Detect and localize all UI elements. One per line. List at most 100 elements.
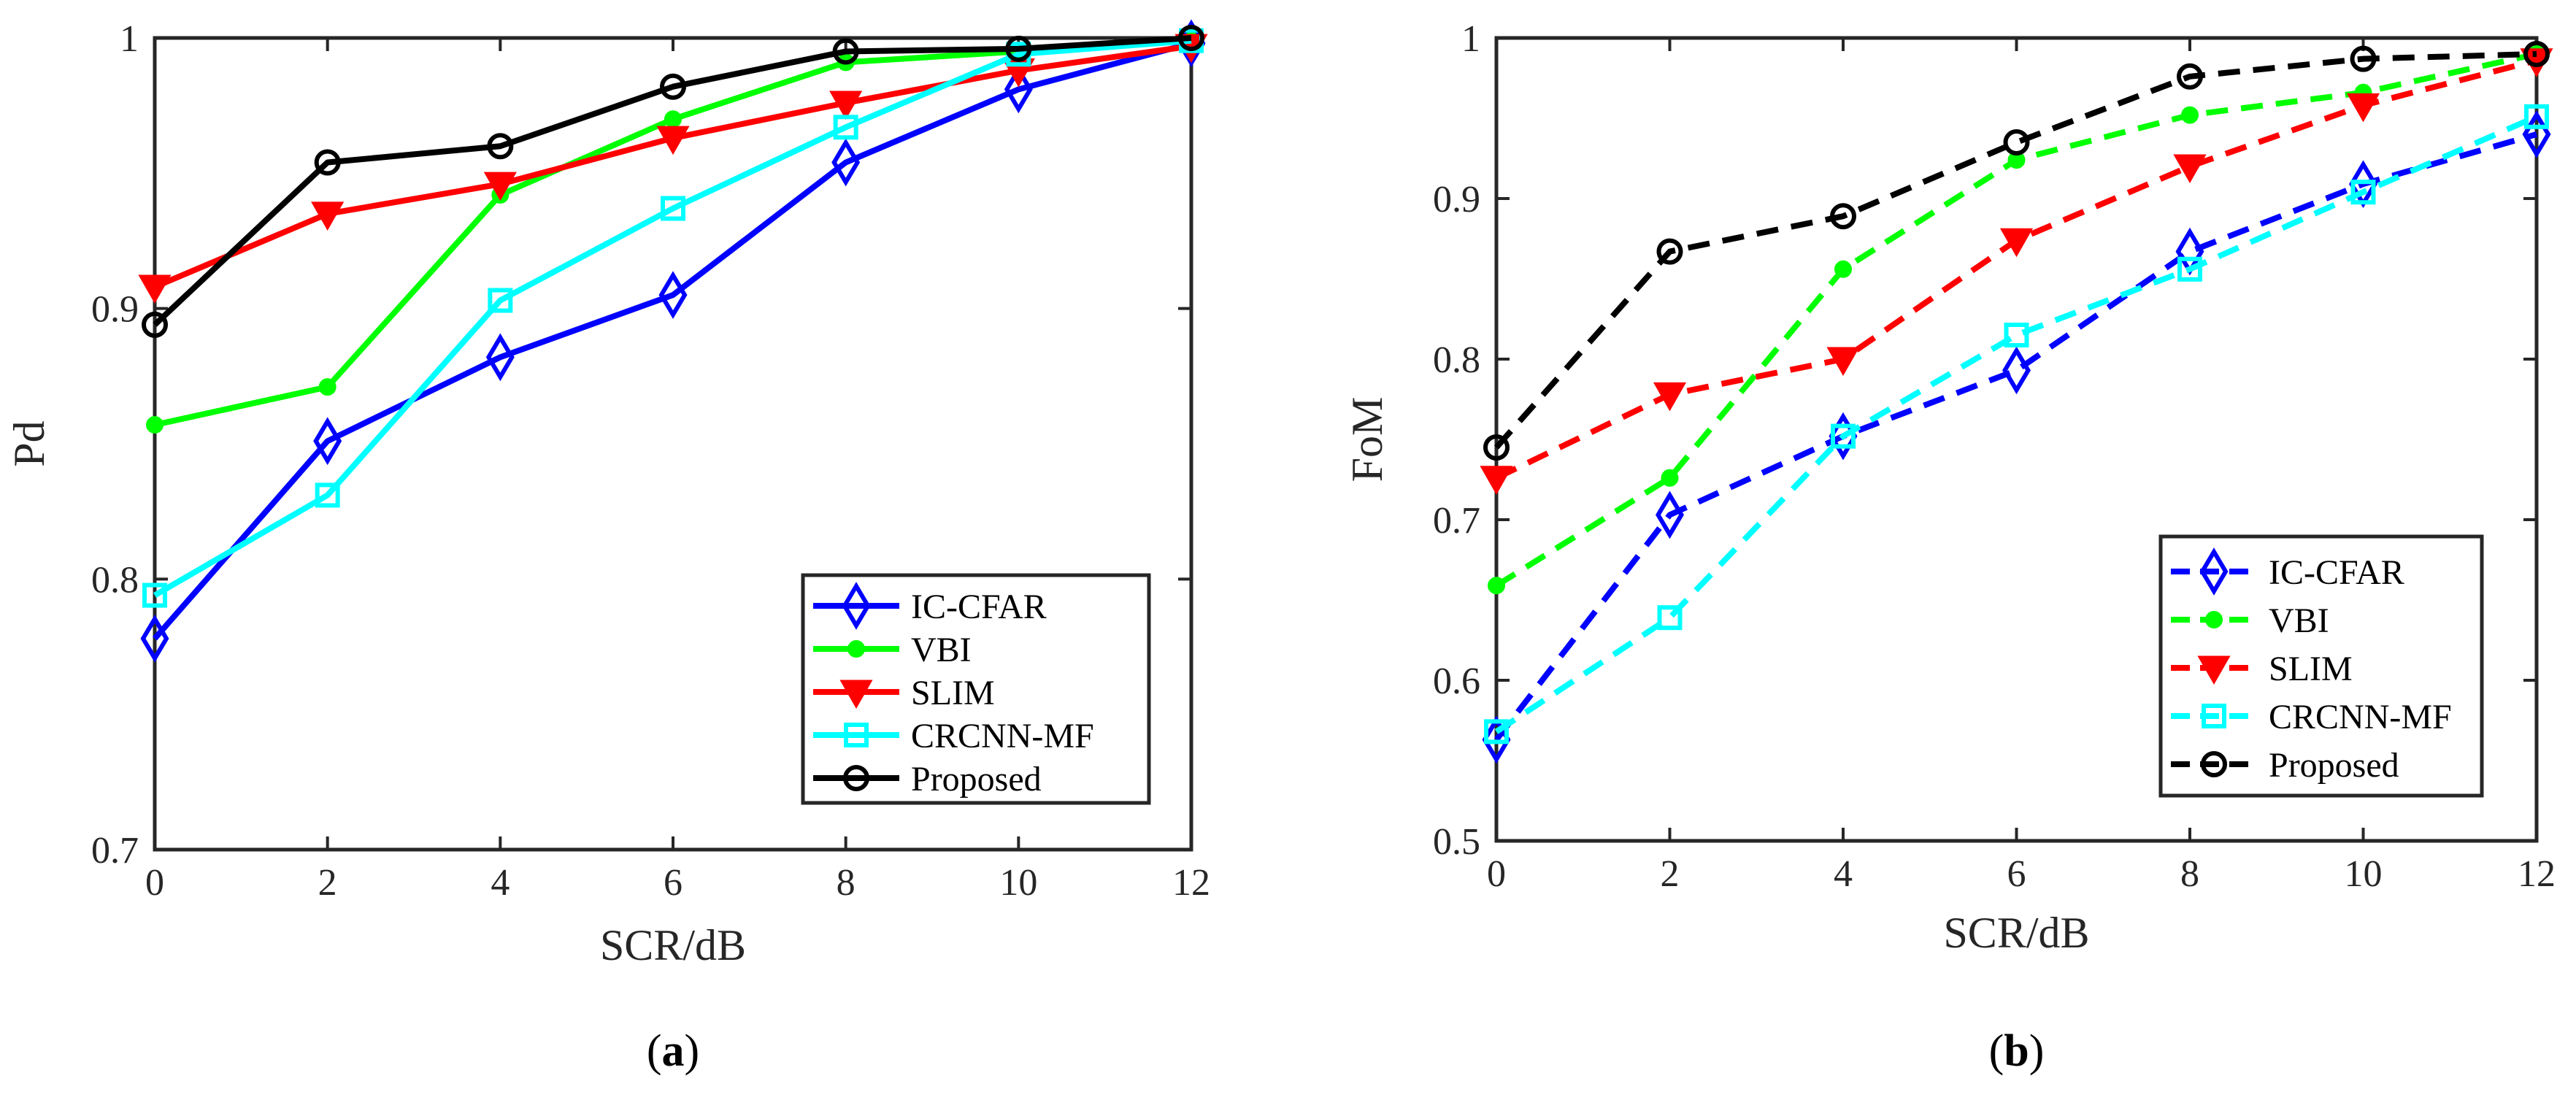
chart-a-series-crcnn-mf-point	[142, 582, 167, 608]
chart-a-series-vbi-point	[146, 416, 164, 434]
chart-a-y-tick-label: 1	[120, 18, 139, 60]
chart-a-series-ic-cfar-line	[152, 40, 1193, 641]
chart-b-series-vbi-point	[2181, 106, 2199, 124]
chart-a-legend-entry-crcnn-mf-label: CRCNN-MF	[911, 717, 1094, 755]
chart-a-legend-entry-vbi: VBI	[813, 631, 972, 669]
chart-b-x-tick-label: 6	[2007, 853, 2026, 895]
chart-b-y-tick-label: 0.6	[1433, 661, 1480, 702]
chart-b-y-tick-label: 0.7	[1433, 500, 1480, 542]
chart-a-series-proposed-point	[487, 133, 514, 160]
chart-a-legend-entry-vbi-swatch-marker	[847, 640, 865, 658]
chart-a-series-proposed-point	[1005, 35, 1032, 62]
chart-b-series-proposed-point	[1656, 238, 1683, 265]
chart-b-legend: IC-CFAR VBI SLIM CRCNN-MF Proposed	[2158, 534, 2484, 798]
chart-a-series-slim-point	[311, 201, 345, 231]
chart-b-series-crcnn-mf-point	[1484, 719, 1509, 745]
chart-b-series-proposed-point	[1483, 434, 1510, 461]
chart-a-x-tick-label: 10	[999, 862, 1037, 904]
chart-a-series-crcnn-mf-point	[661, 196, 685, 221]
chart-a-x-tick-label: 12	[1172, 862, 1210, 904]
chart-b-legend-entry-vbi: VBI	[2171, 601, 2329, 640]
chart-b-x-axis-label: SCR/dB	[1943, 909, 2089, 957]
chart-b-series-crcnn-mf	[1484, 104, 2549, 745]
chart-a-series-crcnn-mf-point	[488, 288, 513, 313]
chart-a-legend-entry-proposed-swatch-marker	[843, 765, 869, 791]
chart-b-series-slim-point	[1999, 228, 2034, 258]
chart-b-series-crcnn-mf-point	[2177, 256, 2202, 282]
chart-b-series-crcnn-mf-point	[1657, 605, 1683, 631]
chart-a-x-tick-label: 6	[664, 862, 683, 904]
chart-a-series-proposed	[142, 25, 1204, 338]
chart-b-series-crcnn-mf-line	[1494, 114, 2538, 734]
chart-b-legend-entry-proposed: Proposed	[2171, 746, 2399, 785]
chart-a-series-slim-point	[656, 126, 690, 155]
chart-b-x-tick-label: 12	[2518, 853, 2556, 895]
chart-b-series-slim-point	[1826, 347, 1860, 377]
chart-b-series-slim-point	[2173, 154, 2207, 184]
chart-b: 0 2 4 6 8 10 12 0.5 0.6 0.7 0.8 0.9 1 SCR/dB FoM IC-CFA…	[1343, 18, 2556, 1076]
chart-a-x-axis-label: SCR/dB	[600, 921, 746, 969]
chart-b-x-tick-label: 10	[2345, 853, 2383, 895]
chart-b-x-tick-label: 0	[1487, 853, 1506, 895]
chart-b-legend-entry-proposed-label: Proposed	[2269, 746, 2399, 785]
chart-a-legend-entry-ic-cfar-label: IC-CFAR	[911, 588, 1047, 626]
chart-b-legend-entry-slim-label: SLIM	[2269, 650, 2353, 688]
chart-b-series-ic-cfar-point	[1482, 715, 1511, 764]
chart-b-series-crcnn-mf-point	[2524, 104, 2549, 129]
chart-b-legend-entry-vbi-label: VBI	[2269, 601, 2329, 640]
chart-a-series-proposed-point	[832, 38, 859, 65]
chart-a-legend-entry-crcnn-mf-swatch-marker	[844, 723, 869, 747]
chart-b-series-vbi-point	[1834, 260, 1852, 278]
chart-a-legend-entry-proposed-label: Proposed	[911, 760, 1042, 799]
chart-b-x-tick-label: 8	[2180, 853, 2199, 895]
chart-a-legend: IC-CFAR VBI SLIM CRCNN-MF Proposed	[801, 573, 1151, 805]
chart-a-series-slim-point	[483, 172, 517, 201]
chart-b-y-tick-label: 0.8	[1433, 339, 1480, 381]
chart-a-y-tick-label: 0.7	[91, 830, 139, 872]
chart-a-series-slim-point	[829, 91, 863, 120]
chart-b-series-proposed-point	[2523, 41, 2550, 67]
chart-b-legend-entry-crcnn-mf-label: CRCNN-MF	[2269, 698, 2452, 736]
chart-a-series-ic-cfar-point	[313, 417, 342, 466]
chart-a-series-crcnn-mf-point	[315, 482, 340, 508]
chart-b-y-tick-label: 0.5	[1433, 821, 1480, 863]
chart-b-y-axis-label: FoM	[1343, 397, 1391, 482]
chart-a-y-tick-label: 0.9	[91, 289, 139, 331]
chart-a-y-axis-label: Pd	[5, 420, 53, 466]
chart-a: 0 2 4 6 8 10 12 0.7 0.8 0.9 1 SCR/dB Pd IC-CFAR VBI SLI…	[5, 18, 1210, 1076]
chart-b-series-proposed-point	[1830, 203, 1856, 230]
chart-a-legend-entry-vbi-label: VBI	[911, 631, 972, 669]
chart-a-series-proposed-point	[142, 311, 168, 338]
chart-a-series-ic-cfar-point	[831, 138, 861, 187]
chart-a-legend-entry-slim: SLIM	[813, 674, 995, 712]
chart-b-series-ic-cfar-point	[2002, 346, 2031, 395]
chart-b-series-crcnn-mf-point	[2004, 323, 2029, 347]
chart-a-series-proposed-point	[1178, 25, 1204, 51]
chart-b-x-tick-label: 2	[1661, 853, 1680, 895]
chart-a-x-tick-label: 0	[145, 862, 164, 904]
chart-b-legend-entry-ic-cfar-swatch-marker	[2199, 547, 2229, 596]
chart-b-series-proposed-point	[2177, 63, 2203, 90]
chart-b-series-ic-cfar-point	[1656, 490, 1684, 539]
chart-a-series-slim-point	[138, 274, 172, 304]
chart-b-series-proposed-point	[2003, 129, 2030, 155]
chart-b-series-crcnn-mf-point	[2350, 180, 2376, 205]
chart-a-series-ic-cfar-point	[140, 614, 169, 663]
chart-a-panel-label: (a)	[647, 1026, 699, 1076]
chart-a-series-crcnn-mf-line	[153, 37, 1192, 599]
chart-a-legend-entry-proposed: Proposed	[813, 760, 1042, 799]
chart-a-series-proposed-line	[153, 35, 1192, 327]
chart-a-x-tick-label: 8	[837, 862, 856, 904]
chart-a-x-tick-label: 4	[491, 862, 510, 904]
chart-a-series-proposed-point	[314, 149, 341, 176]
chart-b-series-slim-point	[1653, 382, 1687, 412]
chart-b-series-slim-point	[1480, 466, 1513, 495]
chart-a-series-crcnn-mf-point	[833, 115, 858, 140]
chart-a-series-ic-cfar-point	[658, 271, 688, 320]
chart-b-y-tick-label: 0.9	[1433, 179, 1480, 220]
chart-a-legend-entry-slim-swatch-marker	[839, 680, 873, 709]
chart-b-series-crcnn-mf-point	[1831, 423, 1856, 449]
chart-b-x-tick-label: 4	[1834, 853, 1853, 895]
chart-b-legend-entry-slim-swatch-marker	[2197, 655, 2231, 685]
